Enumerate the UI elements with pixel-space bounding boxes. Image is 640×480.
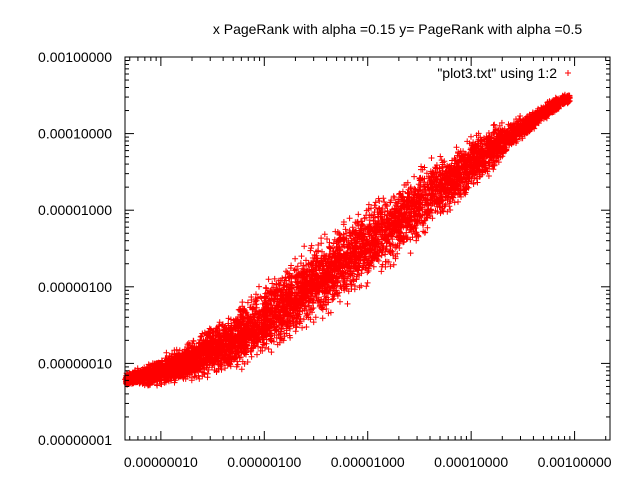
data-point bbox=[176, 363, 183, 370]
data-point bbox=[364, 240, 371, 247]
data-point bbox=[166, 366, 173, 373]
data-point bbox=[261, 315, 268, 322]
y-tick-label: 0.00000010 bbox=[38, 355, 112, 371]
legend-label: "plot3.txt" using 1:2 bbox=[437, 65, 557, 81]
data-point bbox=[395, 216, 402, 223]
data-point bbox=[245, 327, 252, 334]
x-tick-label: 0.00000100 bbox=[227, 454, 301, 470]
data-point bbox=[499, 138, 506, 145]
legend-marker-plus bbox=[565, 70, 571, 76]
y-tick-label: 0.00000100 bbox=[38, 279, 112, 295]
x-tick-label: 0.00001000 bbox=[331, 454, 405, 470]
data-point bbox=[530, 117, 537, 124]
data-point bbox=[141, 373, 148, 380]
x-tick-label: 0.00100000 bbox=[538, 454, 612, 470]
data-point bbox=[189, 357, 196, 364]
x-tick-label: 0.00010000 bbox=[434, 454, 508, 470]
data-point bbox=[131, 375, 138, 382]
y-tick-label: 0.00100000 bbox=[38, 49, 112, 65]
scatter-points bbox=[122, 96, 568, 383]
data-point bbox=[147, 371, 154, 378]
y-tick-label: 0.00010000 bbox=[38, 126, 112, 142]
data-point bbox=[414, 204, 421, 211]
x-tick-label: 0.00000010 bbox=[124, 454, 198, 470]
data-point bbox=[548, 104, 555, 111]
x-axis: 0.00000010 0.00000100 0.00001000 0.00010000… bbox=[124, 57, 612, 470]
y-tick-label: 0.00000001 bbox=[38, 432, 112, 448]
y-axis: 0.00000001 0.00000010 0.00000100 0.00001000… bbox=[38, 49, 610, 448]
data-point bbox=[230, 337, 237, 344]
data-point bbox=[310, 280, 317, 287]
legend-marker bbox=[565, 70, 571, 76]
data-point bbox=[126, 375, 133, 382]
data-point bbox=[207, 349, 214, 356]
data-point bbox=[134, 374, 141, 381]
data-point bbox=[382, 227, 389, 234]
data-point bbox=[437, 184, 444, 191]
data-point bbox=[157, 369, 164, 376]
data-point bbox=[279, 303, 286, 310]
data-point bbox=[561, 96, 568, 103]
y-tick-label: 0.00001000 bbox=[38, 202, 112, 218]
data-point bbox=[348, 253, 355, 260]
data-point bbox=[333, 264, 340, 271]
data-point bbox=[292, 294, 299, 301]
chart-title: x PageRank with alpha =0.15 y= PageRank … bbox=[213, 21, 583, 37]
data-point bbox=[153, 370, 160, 377]
data-point bbox=[468, 161, 475, 168]
